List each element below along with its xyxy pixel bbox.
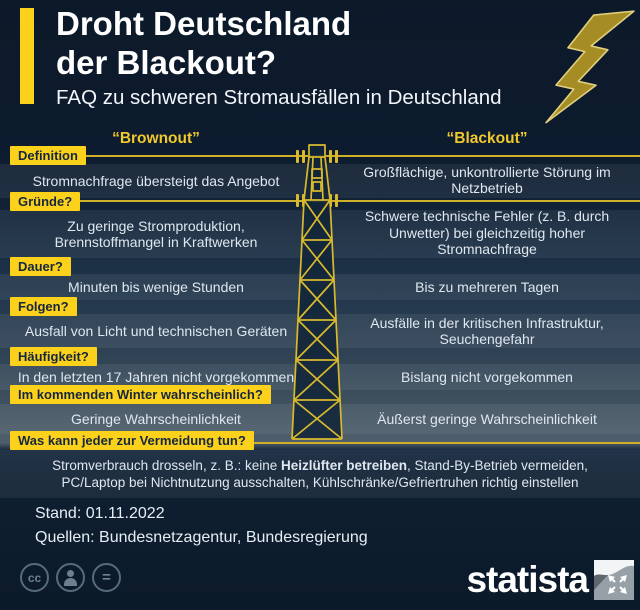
answer-blackout-gruende: Schwere technische Fehler (z. B. durch U…: [364, 208, 610, 258]
question-badge-dauer: Dauer?: [10, 257, 71, 276]
insulator-icon: [302, 150, 305, 163]
answer-brownout-folgen: Ausfall von Licht und technischen Geräte…: [24, 322, 288, 339]
statista-brand: statista: [466, 560, 634, 600]
question-badge-gruende: Gründe?: [10, 192, 81, 211]
answer-blackout-folgen: Ausfälle in der kritischen Infrastruktur…: [370, 314, 604, 348]
insulator-icon: [296, 194, 299, 207]
column-header-blackout: “Blackout”: [446, 130, 528, 147]
lightning-bolt-icon: [545, 10, 635, 124]
answer-brownout-dauer: Minuten bis wenige Stunden: [68, 278, 244, 295]
answer-blackout-dauer: Bis zu mehreren Tagen: [415, 278, 559, 295]
transmission-tower-icon: [291, 144, 343, 440]
column-header-brownout: “Brownout”: [112, 130, 200, 147]
insulator-icon: [335, 150, 338, 163]
answer-brownout-winter: Geringe Wahrscheinlichkeit: [71, 410, 241, 427]
no-derivatives-equals-icon: =: [92, 563, 121, 592]
statista-wordmark: statista: [466, 559, 589, 600]
page-title: Droht Deutschland der Blackout?: [56, 4, 351, 82]
prevention-line-1: Stromverbrauch drosseln, z. B.: keine He…: [52, 458, 588, 473]
cc-icon: cc: [20, 563, 49, 592]
statista-logo-mark: [594, 560, 634, 600]
sources: Quellen: Bundesnetzagentur, Bundesregier…: [35, 529, 368, 546]
title-line-2: der Blackout?: [56, 44, 277, 81]
prevention-line-2: PC/Laptop bei Nichtnutzung ausschalten, …: [61, 475, 579, 490]
question-badge-folgen: Folgen?: [10, 297, 77, 316]
stand-date: Stand: 01.11.2022: [35, 505, 165, 522]
answer-brownout-gruende: Zu geringe Stromproduktion, Brennstoffma…: [54, 217, 258, 251]
answer-band: [0, 450, 640, 498]
question-badge-vermeidung: Was kann jeder zur Vermeidung tun?: [10, 431, 254, 450]
answer-blackout-definition: Großflächige, unkontrollierte Störung im…: [363, 163, 611, 197]
insulator-icon: [329, 150, 332, 163]
answer-blackout-winter: Äußerst geringe Wahrscheinlichkeit: [377, 410, 597, 427]
question-badge-winter: Im kommenden Winter wahrscheinlich?: [10, 385, 271, 404]
answer-blackout-haeufigkeit: Bislang nicht vorgekommen: [401, 368, 573, 385]
ground-line: [12, 442, 640, 444]
insulator-icon: [296, 150, 299, 163]
answer-prevention: Stromverbrauch drosseln, z. B.: keine He…: [10, 450, 630, 498]
answer-brownout-definition: Stromnachfrage übersteigt das Angebot: [32, 172, 280, 189]
title-line-1: Droht Deutschland: [56, 5, 352, 42]
answer-brownout-haeufigkeit: In den letzten 17 Jahren nicht vorgekomm…: [17, 368, 295, 385]
attribution-person-icon: [56, 563, 85, 592]
question-badge-haeufigkeit: Häufigkeit?: [10, 347, 97, 366]
title-accent-bar: [20, 8, 34, 104]
license-icons: cc =: [20, 563, 121, 592]
insulator-icon: [335, 194, 338, 207]
question-badge-definition: Definition: [10, 146, 86, 165]
page-subtitle: FAQ zu schweren Stromausfällen in Deutsc…: [56, 86, 502, 109]
